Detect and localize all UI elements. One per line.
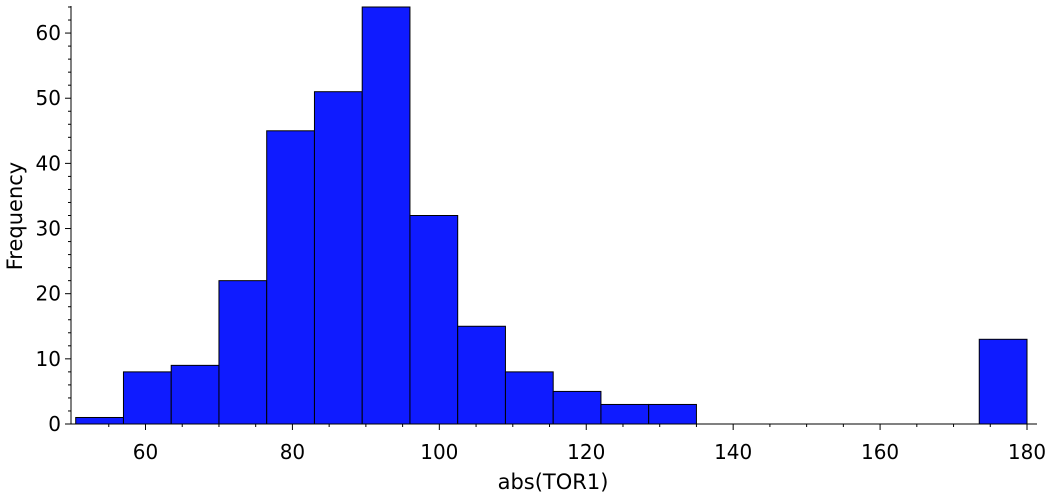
x-tick-label: 160 xyxy=(861,440,899,464)
x-tick-label: 140 xyxy=(714,440,752,464)
histogram-bar xyxy=(409,215,459,425)
x-tick-label: 60 xyxy=(133,440,158,464)
histogram-bar xyxy=(978,338,1028,425)
y-tick-label: 20 xyxy=(36,282,61,306)
histogram-bar xyxy=(75,416,124,425)
y-tick-label: 40 xyxy=(36,151,61,175)
y-tick-label: 0 xyxy=(48,412,61,436)
histogram-bar xyxy=(457,325,506,425)
histogram-bar xyxy=(552,390,602,425)
histogram-bar xyxy=(600,403,650,425)
ticks-group: 60 80 100 120 140 160 180 0 10 20 30 40 50 60 xyxy=(36,6,1046,464)
histogram-bar xyxy=(504,371,554,425)
y-tick-label: 50 xyxy=(36,86,61,110)
histogram-bar xyxy=(122,371,172,425)
y-tick-label: 10 xyxy=(36,347,61,371)
x-tick-label: 80 xyxy=(280,440,305,464)
y-axis-title: Frequency xyxy=(3,162,27,271)
histogram-bar xyxy=(170,364,220,425)
y-tick-label: 30 xyxy=(36,217,61,241)
histogram-bar xyxy=(218,280,268,425)
histogram-bar xyxy=(313,91,363,425)
histogram-bar xyxy=(361,6,411,425)
y-tick-label: 60 xyxy=(36,21,61,45)
x-axis-title: abs(TOR1) xyxy=(498,470,609,494)
histogram-bar xyxy=(266,130,315,425)
bars-group xyxy=(75,6,1028,425)
x-tick-label: 100 xyxy=(420,440,458,464)
x-tick-label: 180 xyxy=(1008,440,1046,464)
x-tick-label: 120 xyxy=(567,440,605,464)
histogram-bar xyxy=(648,403,697,425)
